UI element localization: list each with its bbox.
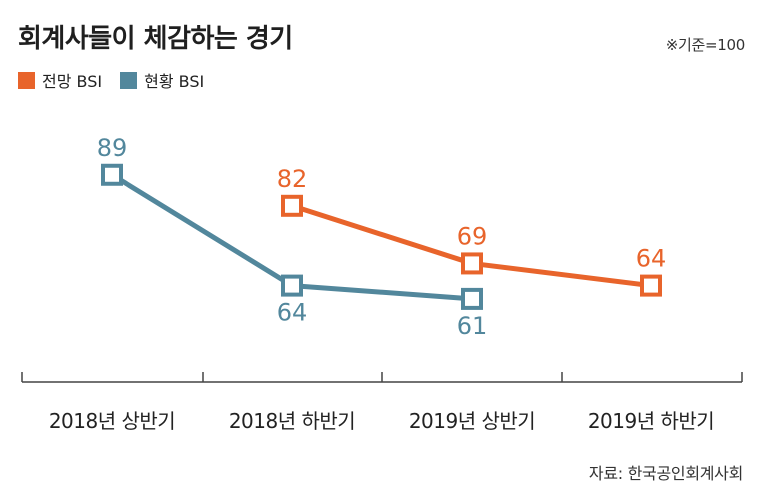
legend-swatch-current: [120, 71, 138, 89]
data-point-marker: [461, 252, 483, 275]
legend-item-current: 현황 BSI: [120, 68, 204, 92]
data-point-marker: [461, 287, 483, 310]
data-point-marker: [101, 163, 123, 186]
legend-label-outlook: 전망 BSI: [42, 72, 103, 91]
x-tick-label: 2018년 하반기: [229, 409, 355, 433]
legend: 전망 BSI 현황 BSI: [18, 68, 204, 92]
data-label: 64: [277, 299, 308, 327]
data-label: 82: [277, 165, 308, 193]
source-note: 자료: 한국공인회계사회: [588, 464, 743, 483]
x-tick-label: 2019년 하반기: [588, 409, 714, 433]
data-label: 69: [457, 222, 488, 250]
legend-item-outlook: 전망 BSI: [18, 68, 102, 92]
data-label: 64: [636, 245, 667, 273]
legend-label-current: 현황 BSI: [144, 72, 205, 91]
data-point-marker: [640, 274, 662, 297]
x-tick-label: 2018년 상반기: [49, 409, 175, 433]
baseline-note: ※기준=100: [665, 36, 746, 54]
legend-swatch-outlook: [18, 71, 35, 89]
data-point-marker: [281, 274, 303, 297]
chart-title: 회계사들이 체감하는 경기: [18, 24, 293, 54]
data-label: 61: [457, 312, 488, 340]
data-label: 89: [97, 134, 128, 162]
x-tick-label: 2019년 상반기: [409, 409, 535, 433]
data-point-marker: [281, 194, 303, 217]
